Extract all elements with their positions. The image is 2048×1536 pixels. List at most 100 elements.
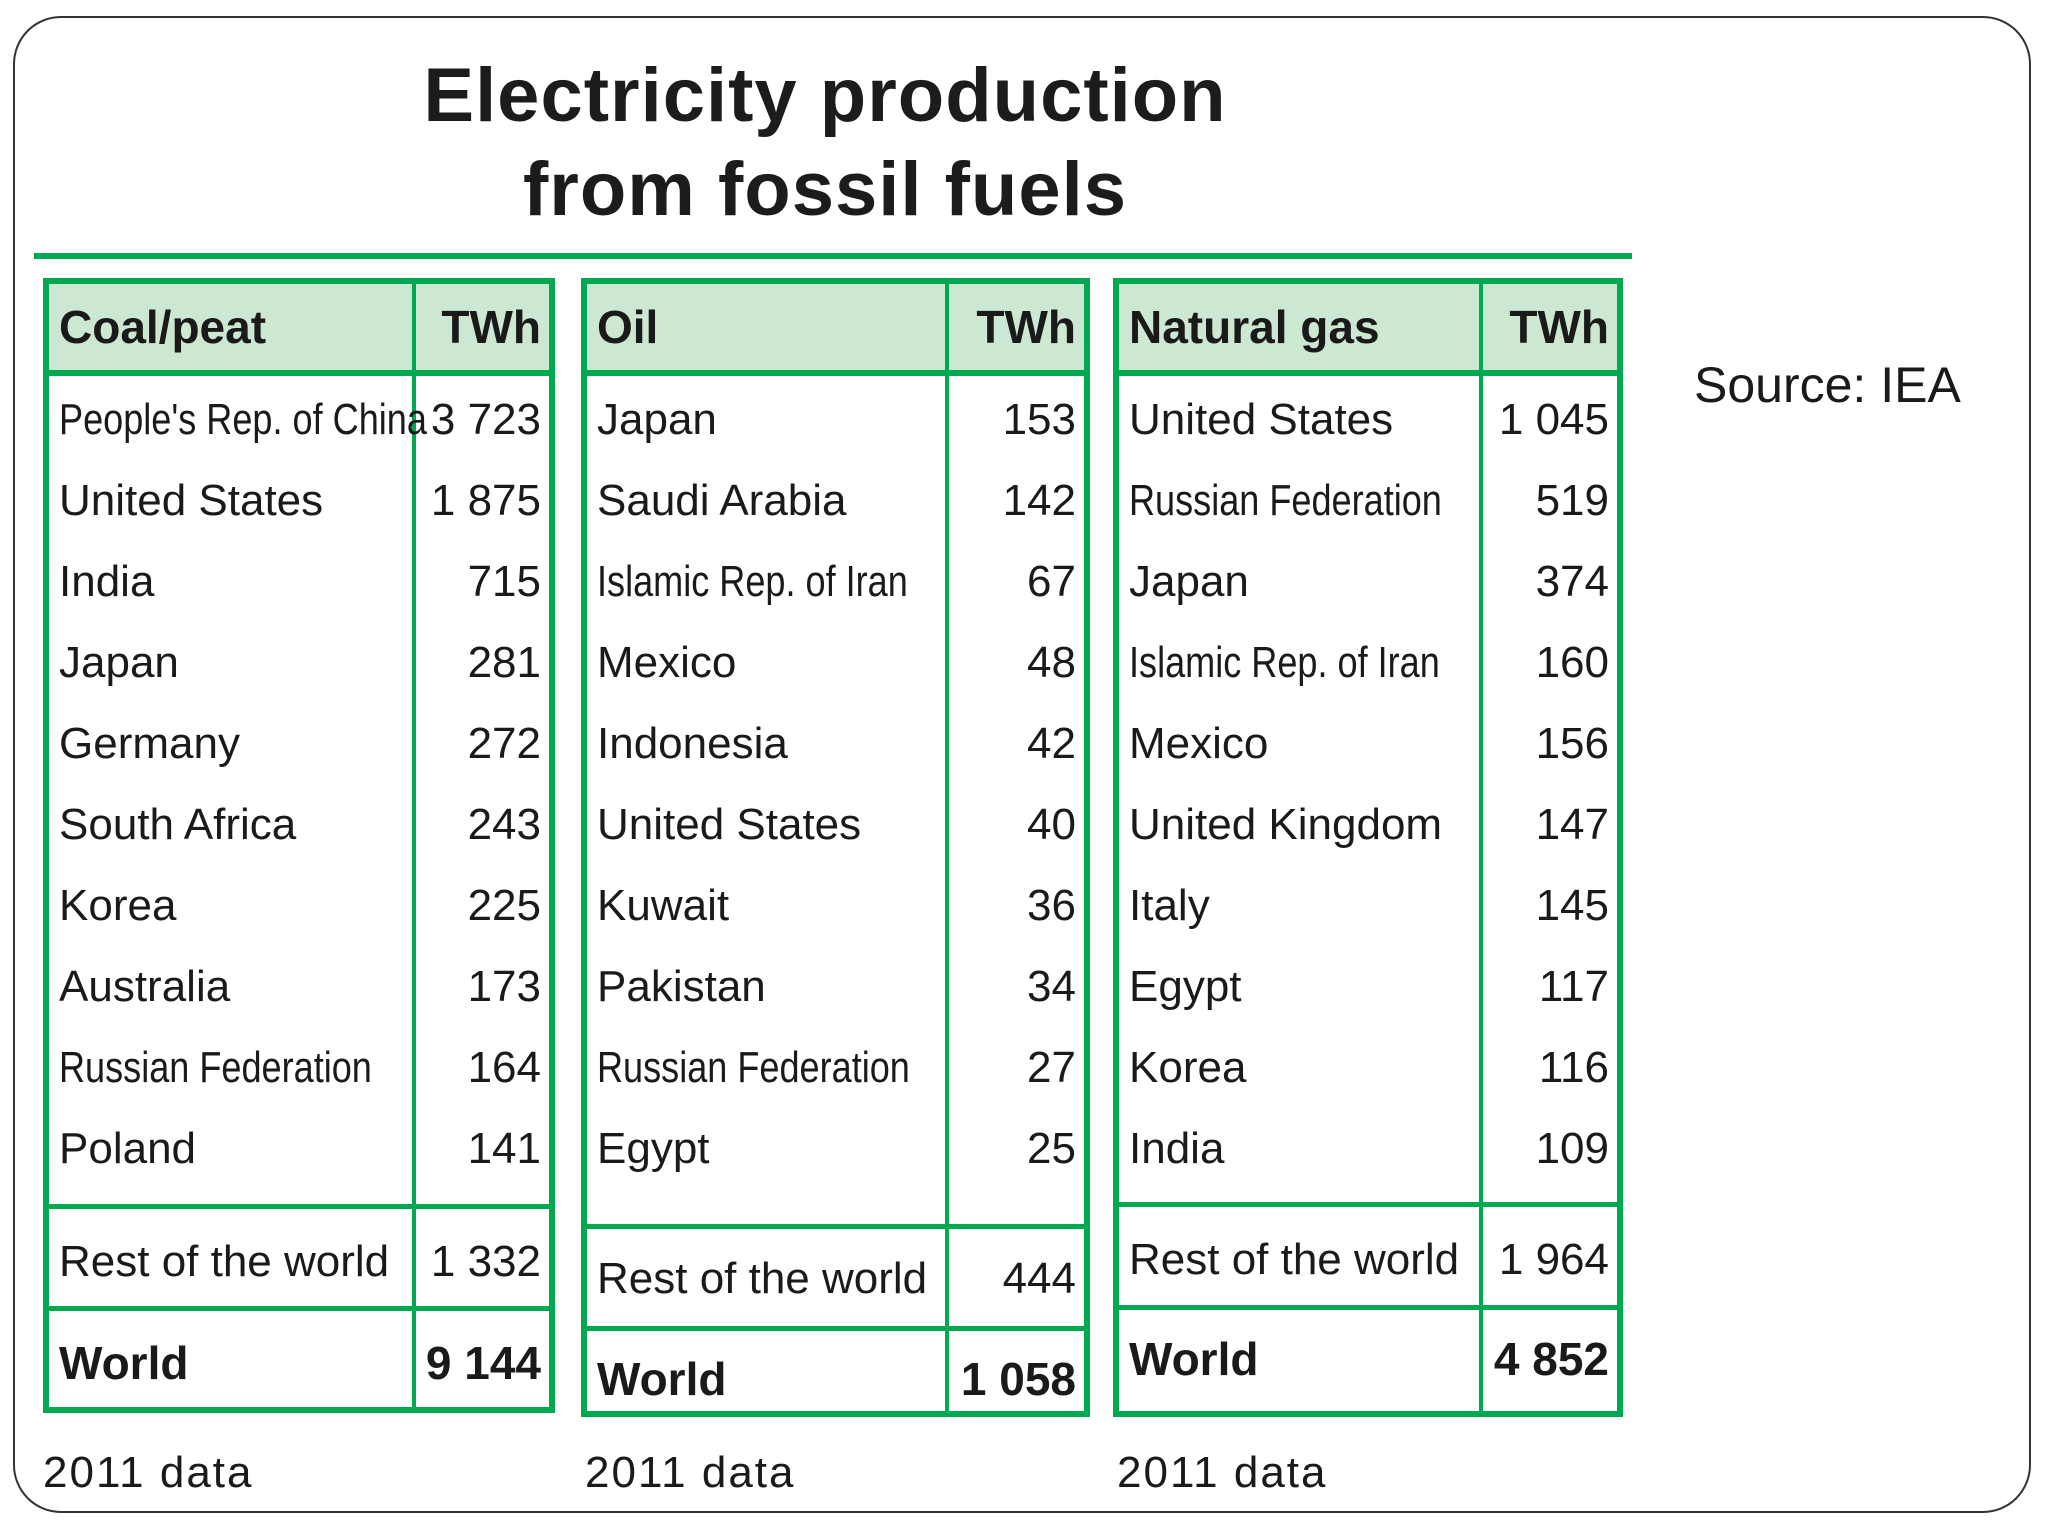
header-unit: TWh bbox=[441, 301, 541, 353]
twh-value: 160 bbox=[1535, 638, 1609, 687]
world-value: 4 852 bbox=[1493, 1333, 1609, 1385]
rest-value: 1 964 bbox=[1498, 1235, 1609, 1284]
data-year-note: 2011 data bbox=[43, 1448, 254, 1497]
twh-value: 48 bbox=[1027, 638, 1076, 687]
column-divider bbox=[945, 284, 949, 1411]
rest-divider bbox=[49, 1306, 549, 1311]
rest-divider bbox=[1119, 1305, 1617, 1310]
twh-value: 281 bbox=[467, 638, 541, 687]
country-name: United States bbox=[1129, 395, 1394, 444]
twh-value: 67 bbox=[1027, 557, 1076, 606]
world-label: World bbox=[59, 1337, 189, 1389]
rest-label: Rest of the world bbox=[1129, 1235, 1460, 1284]
country-name: United Kingdom bbox=[1129, 800, 1443, 849]
twh-value: 3 723 bbox=[430, 395, 541, 444]
twh-value: 34 bbox=[1027, 962, 1076, 1011]
twh-value: 117 bbox=[1538, 962, 1609, 1011]
world-label: World bbox=[1129, 1333, 1259, 1385]
twh-value: 519 bbox=[1535, 476, 1609, 525]
twh-value: 145 bbox=[1535, 881, 1609, 930]
country-name: Russian Federation bbox=[597, 1043, 910, 1092]
twh-value: 42 bbox=[1027, 719, 1076, 768]
country-name: India bbox=[1129, 1124, 1225, 1173]
twh-value: 243 bbox=[467, 800, 541, 849]
table-header bbox=[49, 284, 549, 376]
body-divider bbox=[587, 1224, 1084, 1229]
country-name: United States bbox=[597, 800, 862, 849]
header-unit: TWh bbox=[1509, 301, 1609, 353]
column-divider bbox=[1479, 284, 1483, 1411]
country-name: South Africa bbox=[59, 800, 297, 849]
country-name: People's Rep. of China bbox=[59, 395, 427, 444]
twh-value: 374 bbox=[1535, 557, 1609, 606]
twh-value: 36 bbox=[1027, 881, 1076, 930]
twh-value: 225 bbox=[467, 881, 541, 930]
fuel-table: Oil TWh Japan 153 Saudi Arabia 142 Islamic Rep… bbox=[581, 278, 1090, 1417]
twh-value: 109 bbox=[1535, 1124, 1609, 1173]
country-name: Islamic Rep. of Iran bbox=[1129, 638, 1440, 687]
table-header bbox=[587, 284, 1084, 376]
rest-label: Rest of the world bbox=[59, 1237, 390, 1286]
title-line-1: Electricity production bbox=[423, 53, 1227, 138]
twh-value: 1 875 bbox=[430, 476, 541, 525]
column-divider bbox=[412, 284, 416, 1407]
country-name: Poland bbox=[59, 1124, 197, 1173]
country-name: Indonesia bbox=[597, 719, 788, 768]
country-name: Germany bbox=[59, 719, 240, 768]
twh-value: 147 bbox=[1535, 800, 1609, 849]
twh-value: 153 bbox=[1002, 395, 1076, 444]
country-name: Australia bbox=[59, 962, 231, 1011]
country-name: Italy bbox=[1129, 881, 1210, 930]
world-label: World bbox=[597, 1353, 727, 1405]
header-fuel: Coal/peat bbox=[59, 301, 267, 353]
header-fuel: Natural gas bbox=[1129, 301, 1380, 353]
rest-value: 444 bbox=[1002, 1254, 1076, 1303]
world-value: 1 058 bbox=[960, 1353, 1076, 1405]
rest-label: Rest of the world bbox=[597, 1254, 928, 1303]
header-unit: TWh bbox=[976, 301, 1076, 353]
twh-value: 40 bbox=[1027, 800, 1076, 849]
fuel-table: Natural gas TWh United States 1 045 Russian … bbox=[1113, 278, 1623, 1417]
twh-value: 27 bbox=[1027, 1043, 1076, 1092]
slide-frame bbox=[13, 16, 2031, 1513]
country-name: Egypt bbox=[597, 1124, 710, 1173]
country-name: Russian Federation bbox=[1129, 476, 1442, 525]
body-divider bbox=[1119, 1202, 1617, 1207]
title-line-2: from fossil fuels bbox=[523, 147, 1127, 232]
twh-value: 142 bbox=[1002, 476, 1076, 525]
country-name: Pakistan bbox=[597, 962, 766, 1011]
country-name: Kuwait bbox=[597, 881, 730, 930]
country-name: Islamic Rep. of Iran bbox=[597, 557, 908, 606]
title-rule bbox=[34, 253, 1632, 259]
fuel-table: Coal/peat TWh People's Rep. of China 3 723 U… bbox=[43, 278, 555, 1413]
twh-value: 116 bbox=[1538, 1043, 1609, 1092]
twh-value: 173 bbox=[467, 962, 541, 1011]
country-name: Japan bbox=[1129, 557, 1249, 606]
twh-value: 164 bbox=[467, 1043, 541, 1092]
world-value: 9 144 bbox=[425, 1337, 541, 1389]
twh-value: 25 bbox=[1027, 1124, 1076, 1173]
data-year-note: 2011 data bbox=[585, 1448, 796, 1497]
twh-value: 156 bbox=[1535, 719, 1609, 768]
country-name: United States bbox=[59, 476, 324, 525]
source-label: Source: IEA bbox=[1694, 357, 1961, 413]
header-fuel: Oil bbox=[597, 301, 659, 353]
country-name: India bbox=[59, 557, 155, 606]
twh-value: 272 bbox=[467, 719, 541, 768]
table-header bbox=[1119, 284, 1617, 376]
country-name: Mexico bbox=[597, 638, 737, 687]
country-name: Mexico bbox=[1129, 719, 1269, 768]
rest-divider bbox=[587, 1326, 1084, 1331]
body-divider bbox=[49, 1204, 549, 1209]
twh-value: 1 045 bbox=[1498, 395, 1609, 444]
twh-value: 715 bbox=[467, 557, 541, 606]
country-name: Korea bbox=[59, 881, 177, 930]
country-name: Japan bbox=[59, 638, 179, 687]
country-name: Japan bbox=[597, 395, 717, 444]
country-name: Saudi Arabia bbox=[597, 476, 847, 525]
rest-value: 1 332 bbox=[430, 1237, 541, 1286]
twh-value: 141 bbox=[467, 1124, 541, 1173]
country-name: Egypt bbox=[1129, 962, 1242, 1011]
country-name: Russian Federation bbox=[59, 1043, 372, 1092]
data-year-note: 2011 data bbox=[1117, 1448, 1328, 1497]
